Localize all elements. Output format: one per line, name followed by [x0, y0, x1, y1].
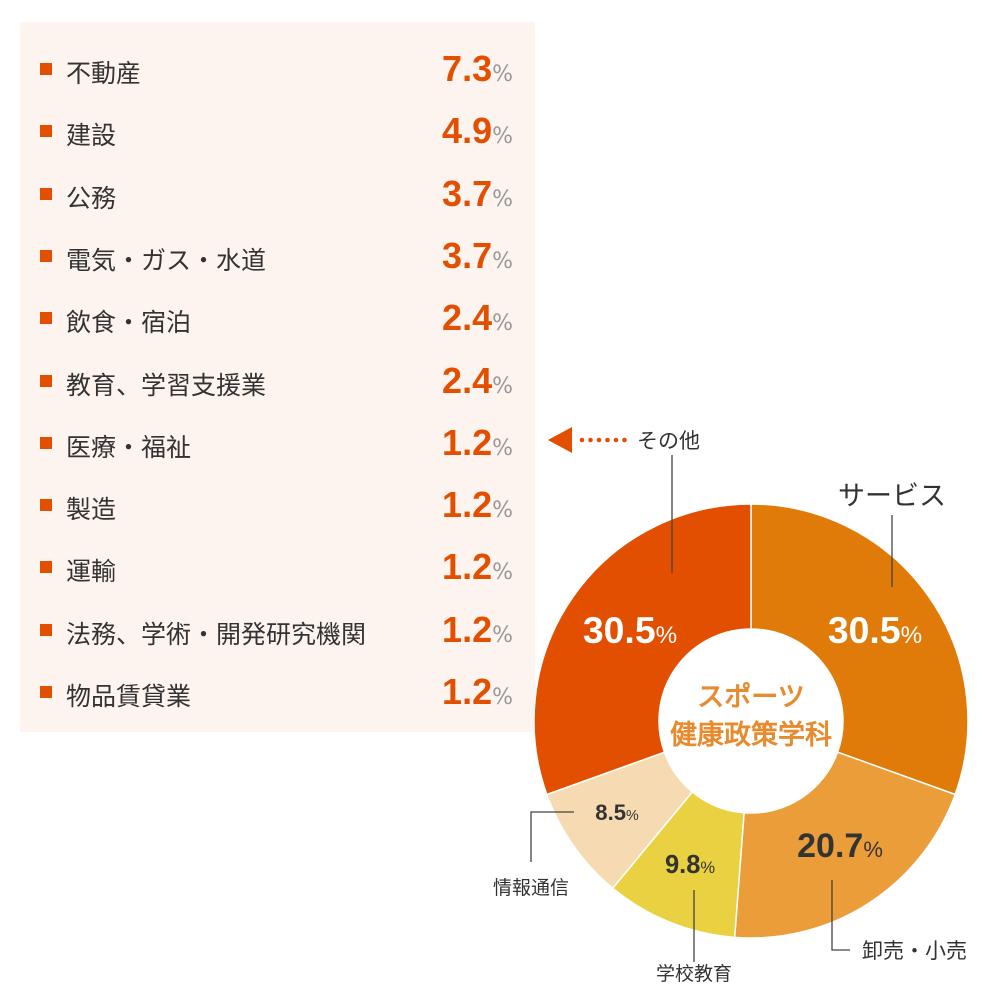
legend-item: 物品賃貸業 1.2% [20, 671, 535, 712]
legend-item-label: 物品賃貸業 [66, 682, 192, 711]
legend-item-value: 1.2% [442, 671, 513, 712]
dotted-connector [613, 437, 619, 443]
legend-item-value: 1.2% [442, 421, 513, 463]
bullet-square-icon [40, 499, 52, 512]
arrow-left-icon [548, 427, 572, 453]
slice-value-label: 30.5% [828, 609, 922, 651]
legend-item: 法務、学術・開発研究機関 1.2% [20, 608, 535, 650]
legend-item-value: 3.7% [442, 234, 513, 276]
slice-value-label: 8.5% [595, 800, 639, 825]
legend-item-value: 2.4% [442, 359, 513, 401]
bullet-square-icon [40, 312, 52, 325]
bullet-square-icon [40, 436, 52, 449]
bullet-square-icon [40, 686, 52, 698]
bullet-square-icon [40, 374, 52, 387]
bullet-square-icon [40, 249, 52, 262]
center-title: スポーツ [697, 682, 804, 713]
dotted-connector [605, 437, 610, 443]
legend-item-label: 建設 [66, 121, 117, 151]
legend-item-label: 公務 [66, 183, 117, 213]
dotted-connector [579, 437, 585, 443]
slice-4 [533, 503, 752, 796]
legend-item: 電気・ガス・水道 3.7% [20, 234, 535, 276]
legend-item-label: 法務、学術・開発研究機関 [66, 619, 367, 649]
legend-item-label: 不動産 [66, 59, 142, 88]
legend-item-value: 1.2% [442, 484, 513, 526]
legend-item-label: 製造 [66, 495, 117, 525]
leader-line [831, 880, 850, 951]
legend-item: 公務 3.7% [20, 172, 535, 214]
legend-item: 医療・福祉 1.2% [20, 421, 535, 463]
legend-item: 運輸 1.2% [20, 546, 535, 588]
leader-line [530, 811, 574, 862]
legend-item-value: 2.4% [442, 297, 513, 339]
slice-name-label: その他 [637, 429, 700, 453]
slice-name-label: 学校教育 [656, 963, 732, 985]
bullet-square-icon [40, 561, 52, 574]
slice-value-label: 30.5% [583, 609, 677, 651]
slice-name-label: 卸売・小売 [862, 939, 967, 963]
legend-item-label: 教育、学習支援業 [66, 370, 267, 400]
legend-item-label: 飲食・宿泊 [66, 308, 192, 338]
legend-item-label: 運輸 [66, 557, 117, 587]
other-breakdown-panel: 不動産 7.3% 建設 4.9% 公務 3.7% 電気・ガス・水道 3.7% 飲… [20, 22, 535, 732]
legend-item: 飲食・宿泊 2.4% [20, 297, 535, 339]
dotted-connector [596, 437, 602, 443]
bullet-square-icon [40, 187, 52, 200]
slice-1 [733, 751, 957, 939]
legend-item-value: 3.7% [442, 172, 513, 214]
legend-item: 教育、学習支援業 2.4% [20, 359, 535, 401]
legend-item-value: 1.2% [442, 608, 513, 650]
slice-0 [750, 503, 969, 796]
bullet-square-icon [40, 63, 52, 75]
slice-value-label: 9.8% [665, 851, 715, 879]
dotted-connector [588, 437, 593, 443]
slice-name-label: サービス [838, 481, 946, 512]
slice-name-label: 情報通信 [493, 877, 569, 899]
bullet-square-icon [40, 125, 52, 138]
legend-item: 建設 4.9% [20, 110, 535, 152]
legend-item-label: 電気・ガス・水道 [66, 245, 267, 275]
legend-item-value: 1.2% [442, 546, 513, 588]
legend-item: 不動産 7.3% [20, 48, 535, 89]
bullet-square-icon [40, 623, 52, 636]
dotted-connector [622, 437, 627, 443]
legend-item-value: 4.9% [442, 110, 513, 152]
legend-item: 製造 1.2% [20, 484, 535, 526]
legend-item-label: 医療・福祉 [66, 432, 192, 462]
legend-item-value: 7.3% [442, 48, 513, 89]
center-title: 健康政策学科 [670, 719, 832, 751]
slice-value-label: 20.7% [797, 827, 883, 865]
